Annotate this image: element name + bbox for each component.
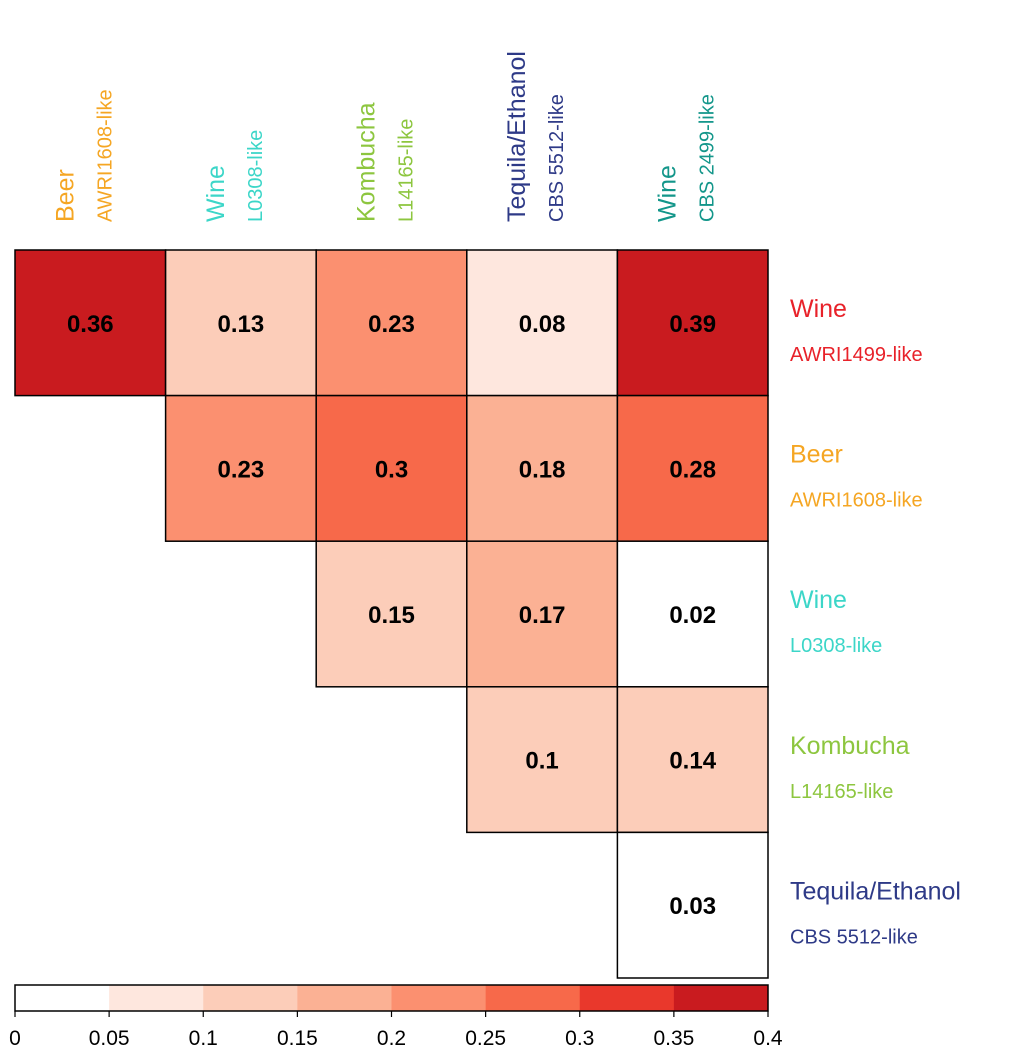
- heatmap-cell: [616, 249, 769, 397]
- column-group-label: Wine: [202, 165, 230, 222]
- row-group-label: Wine: [790, 295, 847, 323]
- cell-value-label: 0.08: [519, 311, 566, 338]
- colorbar-segment: [673, 985, 769, 1011]
- column-labels: Beer AWRI1608-like Wine L0308-like Kombucha L…: [51, 51, 718, 222]
- colorbar-tick-label: 0.35: [653, 1027, 694, 1050]
- column-group-label: Tequila/Ethanol: [503, 51, 531, 222]
- colorbar: 0 0.05 0.1 0.15 0.2 0.25 0.3 0.35 0.4: [9, 984, 783, 1050]
- colorbar-tick-label: 0.1: [189, 1027, 218, 1050]
- row-strain-label: L14165-like: [790, 781, 893, 803]
- colorbar-segment: [297, 985, 392, 1011]
- heatmap-cell: [466, 249, 619, 397]
- cell-value-label: 0.13: [218, 311, 265, 338]
- heatmap-cell: [466, 394, 619, 542]
- row-strain-label: AWRI1608-like: [790, 490, 923, 512]
- colorbar-tick-label: 0.25: [465, 1027, 506, 1050]
- heatmap-cell: [315, 540, 468, 688]
- column-strain-label: AWRI1608-like: [94, 89, 116, 222]
- cell-value-label: 0.1: [525, 748, 558, 775]
- cell-value-label: 0.17: [519, 602, 566, 629]
- heatmap-cells: 0.36 0.13 0.23 0.08 0.39 0.23 0.3 0.18 0.28 0.15 0…: [14, 249, 769, 979]
- row-group-label: Wine: [790, 586, 847, 614]
- colorbar-tick-label: 0.15: [277, 1027, 318, 1050]
- cell-value-label: 0.14: [669, 748, 716, 775]
- colorbar-segment: [391, 985, 487, 1011]
- colorbar-segment: [485, 985, 581, 1011]
- column-group-label: Wine: [654, 165, 682, 222]
- heatmap-cell: [466, 686, 619, 834]
- heatmap-cell: [616, 540, 769, 688]
- heatmap-cell: [14, 249, 167, 397]
- heatmap-cell: [164, 249, 317, 397]
- cell-value-label: 0.3: [375, 456, 408, 483]
- row-strain-label: AWRI1499-like: [790, 344, 923, 366]
- column-strain-label: CBS 5512-like: [546, 94, 568, 222]
- colorbar-segment: [15, 985, 110, 1011]
- cell-value-label: 0.36: [67, 311, 114, 338]
- colorbar-segment: [203, 985, 298, 1011]
- cell-value-label: 0.15: [368, 602, 415, 629]
- heatmap-cell: [164, 394, 317, 542]
- column-strain-label: L14165-like: [396, 119, 418, 222]
- cell-value-label: 0.23: [218, 456, 265, 483]
- colorbar-segment: [109, 985, 204, 1011]
- cell-value-label: 0.39: [669, 311, 716, 338]
- cell-value-label: 0.23: [368, 311, 415, 338]
- colorbar-tick-label: 0.05: [89, 1027, 130, 1050]
- column-group-label: Kombucha: [353, 102, 381, 222]
- row-strain-label: L0308-like: [790, 635, 882, 657]
- heatmap-cell: [315, 249, 468, 397]
- heatmap-cell: [616, 831, 769, 979]
- heatmap-cell: [616, 686, 769, 834]
- colorbar-tick-label: 0.4: [753, 1027, 783, 1050]
- colorbar-tick-label: 0.2: [377, 1027, 406, 1050]
- row-group-label: Tequila/Ethanol: [790, 877, 961, 905]
- colorbar-segment: [579, 985, 675, 1011]
- row-strain-label: CBS 5512-like: [790, 926, 918, 948]
- cell-value-label: 0.28: [669, 456, 716, 483]
- cell-value-label: 0.03: [669, 893, 716, 920]
- column-strain-label: CBS 2499-like: [697, 94, 719, 222]
- cell-value-label: 0.18: [519, 456, 566, 483]
- colorbar-tick-label: 0.3: [565, 1027, 594, 1050]
- column-group-label: Beer: [51, 169, 79, 222]
- row-group-label: Kombucha: [790, 732, 910, 760]
- column-strain-label: L0308-like: [245, 130, 267, 222]
- cell-value-label: 0.02: [669, 602, 716, 629]
- colorbar-tick-label: 0: [9, 1027, 21, 1050]
- row-group-label: Beer: [790, 441, 843, 469]
- row-labels: Wine AWRI1499-like Beer AWRI1608-like Wine L0…: [790, 295, 961, 948]
